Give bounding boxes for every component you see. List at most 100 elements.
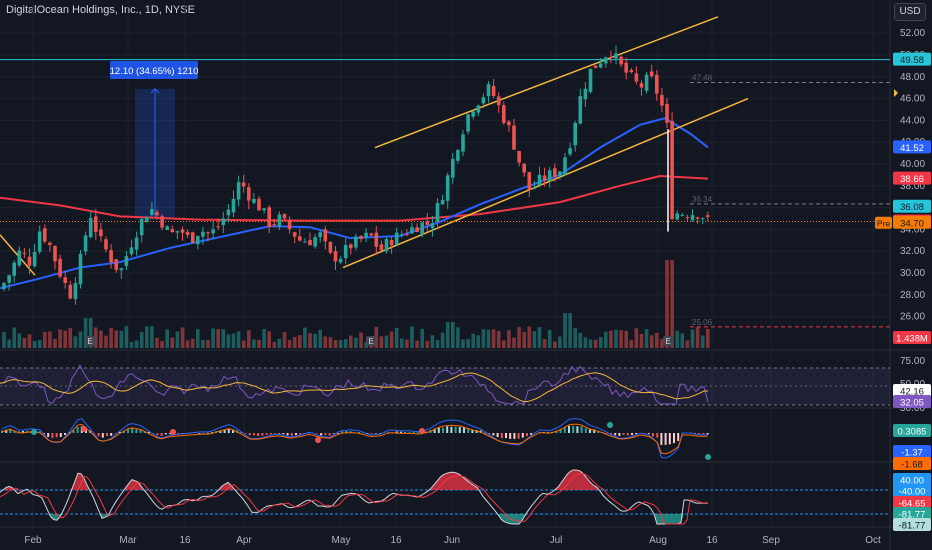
- volume-bar: [466, 339, 470, 348]
- macd-histogram-bar: [622, 433, 625, 435]
- price-tag: 38.66: [900, 174, 924, 185]
- currency-button[interactable]: USD: [894, 3, 926, 21]
- volume-bar: [236, 331, 241, 348]
- earnings-marker-label: E: [87, 337, 92, 346]
- osc-overbought-fill: [0, 470, 708, 490]
- volume-bar: [619, 330, 623, 348]
- macd-cross-dot: [607, 422, 613, 428]
- candle-body: [563, 157, 567, 175]
- macd-histogram-bar: [265, 433, 268, 435]
- volume-bar: [379, 336, 384, 348]
- candle-body: [145, 217, 149, 223]
- candle-body: [456, 149, 460, 161]
- volume-bar: [27, 334, 32, 348]
- volume-bar: [496, 330, 501, 348]
- candle-body: [109, 250, 113, 263]
- candle-body: [644, 74, 649, 91]
- macd-histogram-bar: [232, 430, 234, 433]
- candle-body: [435, 203, 440, 222]
- price-tag-bg: [893, 199, 931, 213]
- price-tick-label: 38.00: [900, 181, 925, 192]
- osc-tag-bg: [893, 473, 931, 486]
- rsi-tag: 42.16: [900, 387, 924, 398]
- candle-body: [405, 234, 409, 236]
- earnings-marker-label: E: [665, 337, 670, 346]
- volume-bar: [313, 333, 317, 348]
- macd-histogram-bar: [437, 427, 440, 433]
- macd-cross-dot: [315, 437, 321, 443]
- candle-body: [604, 57, 608, 64]
- volume-bar: [522, 331, 526, 348]
- macd-histogram-bar: [668, 433, 671, 445]
- volume-bar: [394, 328, 399, 348]
- volume-bar: [241, 340, 246, 348]
- candle-body: [619, 56, 623, 65]
- candle-body: [389, 240, 394, 246]
- macd-histogram-bar: [618, 433, 621, 436]
- volume-bar: [185, 340, 190, 348]
- volume-bar: [175, 331, 180, 348]
- macd-histogram-bar: [521, 433, 524, 438]
- candle-body: [292, 232, 297, 237]
- candle-body: [491, 85, 496, 97]
- candle-body: [349, 244, 353, 249]
- volume-bar: [7, 339, 11, 348]
- candle-body: [206, 232, 210, 234]
- candle-body: [43, 228, 47, 242]
- candle-body: [175, 231, 180, 233]
- volume-bar: [542, 339, 547, 348]
- macd-histogram-bar: [408, 432, 411, 433]
- macd-signal-line: [1, 423, 708, 455]
- macd-histogram-bar: [362, 432, 365, 434]
- macd-histogram-bar: [513, 433, 516, 439]
- volume-bar: [706, 328, 710, 348]
- volume-bar: [491, 329, 496, 348]
- rsi-tick-label: 75.00: [900, 356, 925, 367]
- macd-histogram-bar: [505, 433, 507, 439]
- volume-bar: [124, 326, 129, 348]
- volume-bar: [354, 337, 358, 348]
- candle-body: [553, 168, 557, 177]
- volume-bar: [160, 341, 164, 348]
- macd-histogram-bar: [509, 433, 512, 439]
- volume-bar: [471, 333, 475, 348]
- candle-body: [328, 241, 333, 253]
- macd-histogram-bar: [488, 433, 491, 434]
- candle-body: [318, 232, 322, 238]
- volume-bar: [221, 329, 226, 348]
- macd-histogram-bar: [177, 433, 180, 435]
- candle-body: [37, 231, 42, 252]
- macd-histogram-bar: [517, 433, 520, 439]
- volume-bar: [155, 337, 159, 348]
- macd-histogram-bar: [257, 433, 260, 437]
- volume-bar: [517, 327, 521, 348]
- macd-histogram-bar: [13, 430, 16, 433]
- osc-tag-bg: [893, 496, 931, 509]
- macd-histogram-bar: [698, 433, 701, 435]
- volume-bar: [410, 326, 414, 348]
- volume-bar: [190, 338, 195, 348]
- macd-histogram-bar: [458, 427, 461, 433]
- macd-histogram-bar: [559, 428, 562, 433]
- volume-bar: [481, 329, 486, 348]
- volume-bar: [415, 340, 419, 348]
- macd-histogram-bar: [605, 433, 608, 434]
- candle-body: [614, 53, 618, 59]
- macd-histogram-bar: [446, 426, 449, 433]
- volume-bar: [303, 327, 307, 348]
- macd-histogram-bar: [341, 431, 344, 433]
- volume-bar: [588, 339, 593, 348]
- x-axis-label: May: [332, 535, 351, 546]
- macd-histogram-bar: [282, 433, 285, 435]
- macd-histogram-bar: [475, 430, 478, 433]
- candle-body: [476, 105, 481, 113]
- candle-body: [354, 236, 358, 248]
- earnings-marker: [366, 336, 376, 346]
- premarket-badge-bg: [875, 216, 892, 229]
- macd-histogram-bar: [345, 431, 348, 433]
- candle-body: [236, 182, 241, 200]
- candle-body: [359, 236, 363, 240]
- macd-histogram-bar: [17, 431, 20, 433]
- candle-body: [517, 150, 521, 163]
